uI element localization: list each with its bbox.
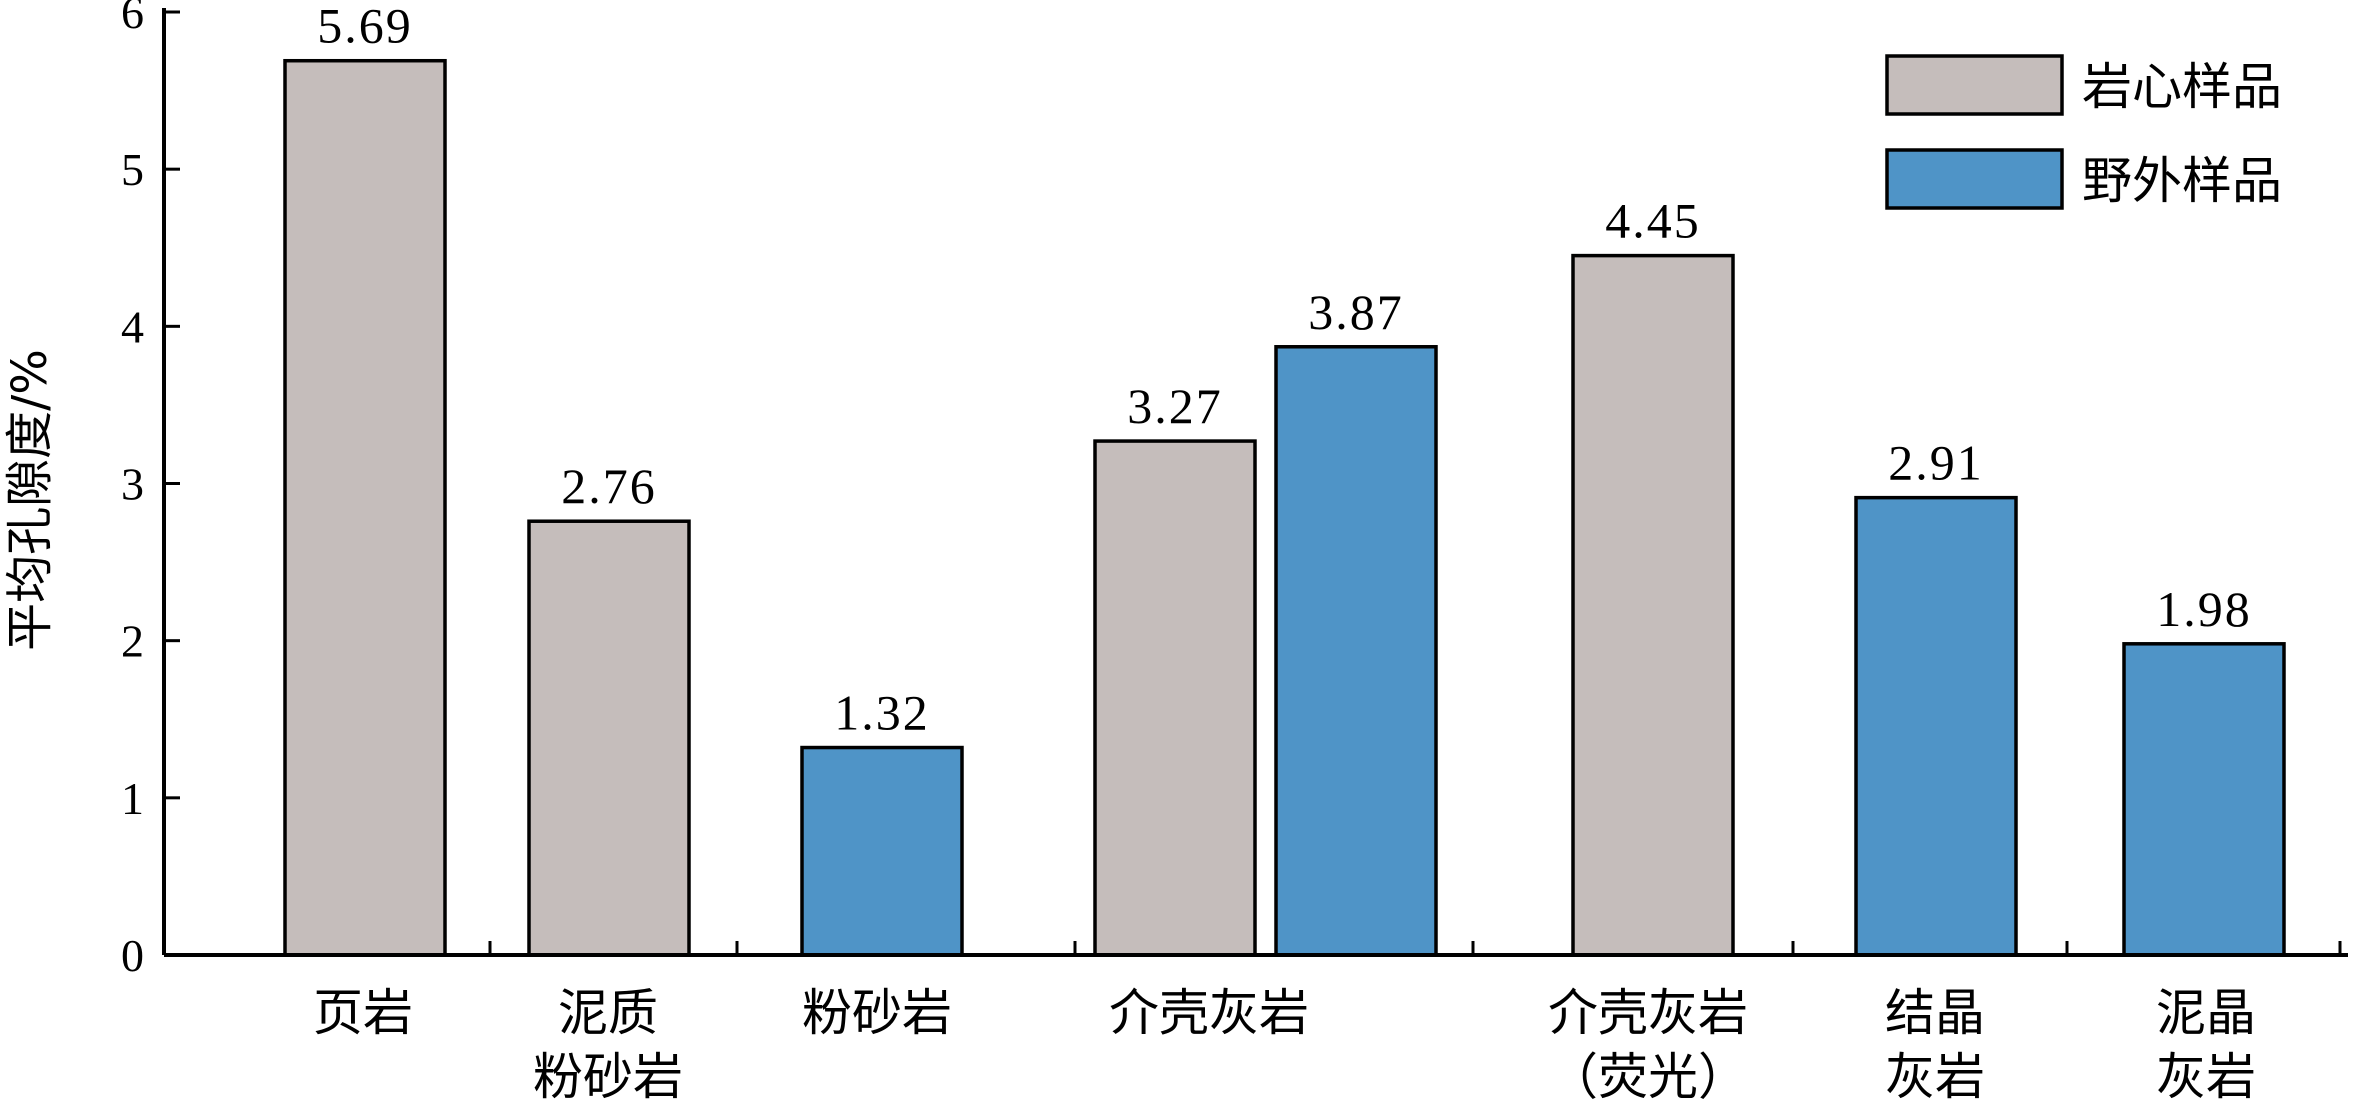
y-tick-label: 1 [121,773,144,824]
bars-layer [283,58,2286,957]
labels-layer: 5.69页岩2.76泥质粉砂岩1.32粉砂岩3.273.87介壳灰岩4.45介壳… [121,0,2256,1105]
bar-value-label: 3.27 [1127,378,1223,434]
category-label: 粉砂岩 [533,1048,683,1105]
category-label: 粉砂岩 [802,984,952,1042]
legend-label-2: 野外样品 [2082,152,2282,210]
bar-value-label: 2.76 [561,458,657,514]
y-tick-label: 4 [121,301,144,352]
bar-value-label: 4.45 [1605,193,1701,249]
y-tick-label: 0 [121,930,144,981]
legend-label-1: 岩心样品 [2082,58,2282,116]
y-axis-title: 平均孔隙度/% [2,349,58,651]
bar-value-label: 5.69 [317,0,413,54]
bar-7-1 [2122,642,2286,957]
bar-5-1 [1571,253,1735,957]
bar-value-label: 1.98 [2156,581,2252,637]
y-tick-label: 5 [121,144,144,195]
bar-3-1 [800,745,964,957]
bar-1-1 [283,58,447,957]
bar-value-label: 3.87 [1308,284,1404,340]
bar-4-1 [1093,439,1257,957]
bar-2-1 [527,519,691,957]
axes-layer [162,8,2348,957]
category-label: （荧光） [1548,1048,1748,1105]
category-label: 介壳灰岩 [1109,984,1309,1042]
bar-6-1 [1854,495,2018,957]
category-label: 泥质 [558,984,658,1042]
category-label: 灰岩 [1885,1048,1985,1105]
category-label: 结晶 [1885,984,1985,1042]
category-label: 泥晶 [2156,984,2256,1042]
legend-swatch-1 [1885,54,2064,116]
category-label: 介壳灰岩 [1548,984,1748,1042]
bar-value-label: 2.91 [1888,435,1984,491]
legend-swatch-2 [1885,148,2064,210]
bar-value-label: 1.32 [834,685,930,741]
bar-4-2 [1274,345,1438,957]
y-tick-label: 2 [121,616,144,667]
y-tick-label: 3 [121,459,144,510]
y-tick-label: 6 [121,0,144,38]
category-label: 页岩 [313,984,413,1042]
category-label: 灰岩 [2156,1048,2256,1105]
